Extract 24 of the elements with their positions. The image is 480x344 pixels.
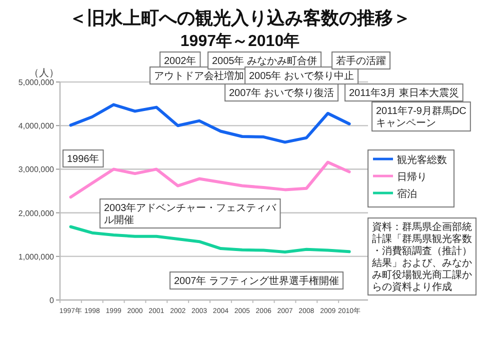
y-tick-label: 1,000,000 (18, 252, 55, 262)
chart-title: ＜旧水上町への観光入り込み客数の推移＞ (69, 8, 411, 28)
annotation: アウトドア会社増加 (154, 70, 244, 82)
text: 2002年 (164, 55, 196, 67)
y-tick-label: 4,000,000 (18, 122, 55, 131)
y-tick-label: 0 (50, 296, 55, 305)
legend-label: 日帰り (397, 171, 427, 183)
annotation: 2011年3月 東日本大震災 (349, 87, 459, 99)
annotation: 2005年 おいで祭り中止 (249, 70, 354, 82)
y-axis-title: （人） (29, 68, 59, 79)
y-tick-label: 3,000,000 (18, 165, 55, 174)
chart-subtitle: 1997年～2010年 (180, 32, 300, 50)
text: 若手の活躍 (336, 55, 386, 67)
annotation: 2007年 おいで祭り復活 (229, 87, 334, 99)
y-tick-label: 2,000,000 (18, 208, 55, 218)
y-tick-label: 5,000,000 (18, 78, 55, 87)
legend-label: 観光客総数 (397, 154, 447, 166)
text: 2011年7-9月群馬DCキャンペーン (376, 105, 466, 129)
annotation: 2007年 ラフティング世界選手権開催 (174, 275, 340, 287)
annotation: 2003年アドベンチャー・フェスティバル開催 (104, 202, 278, 226)
text: 資料：群馬県企画部統計課「群馬県観光客数・消費額調査（推計）結果」および、みなかみ町役場観光商工課からの資料より作成 (371, 221, 472, 293)
annotation: 1996年 (67, 153, 100, 165)
text: 2005年 みなかみ町合併 (212, 55, 318, 67)
legend-label: 宿泊 (397, 188, 417, 200)
